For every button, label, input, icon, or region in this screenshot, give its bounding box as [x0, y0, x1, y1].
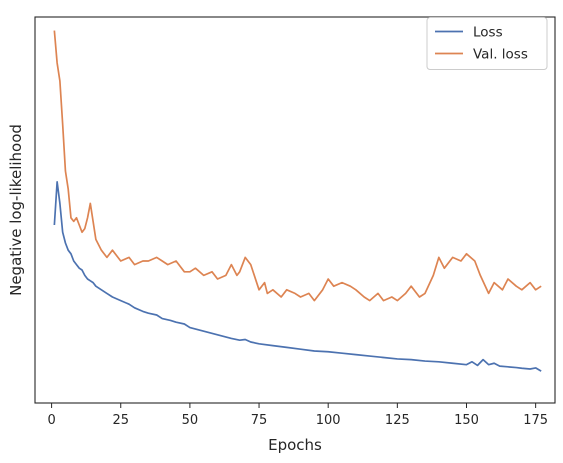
series-line-1 [53, 30, 542, 302]
x-tick-label: 100 [316, 413, 341, 428]
x-tick-label: 0 [47, 413, 55, 428]
series-line-0 [53, 180, 542, 372]
y-axis-label: Negative log-likelihood [7, 124, 25, 296]
x-tick-label: 50 [182, 413, 199, 428]
x-axis-ticks: 0 25 50 75 100 125 150 175 [47, 403, 548, 428]
x-tick-label: 175 [523, 413, 548, 428]
x-tick-label: 150 [454, 413, 479, 428]
series-layer [53, 30, 542, 372]
legend-label-0: Loss [473, 25, 503, 41]
x-tick-label: 75 [251, 413, 268, 428]
legend: Loss Val. loss [426, 17, 548, 70]
legend-label-1: Val. loss [473, 47, 528, 63]
x-tick-label: 125 [385, 413, 410, 428]
x-tick-label: 25 [112, 413, 129, 428]
x-axis-label: Epochs [268, 436, 322, 454]
plot-frame [34, 16, 556, 404]
legend-box [426, 17, 548, 70]
